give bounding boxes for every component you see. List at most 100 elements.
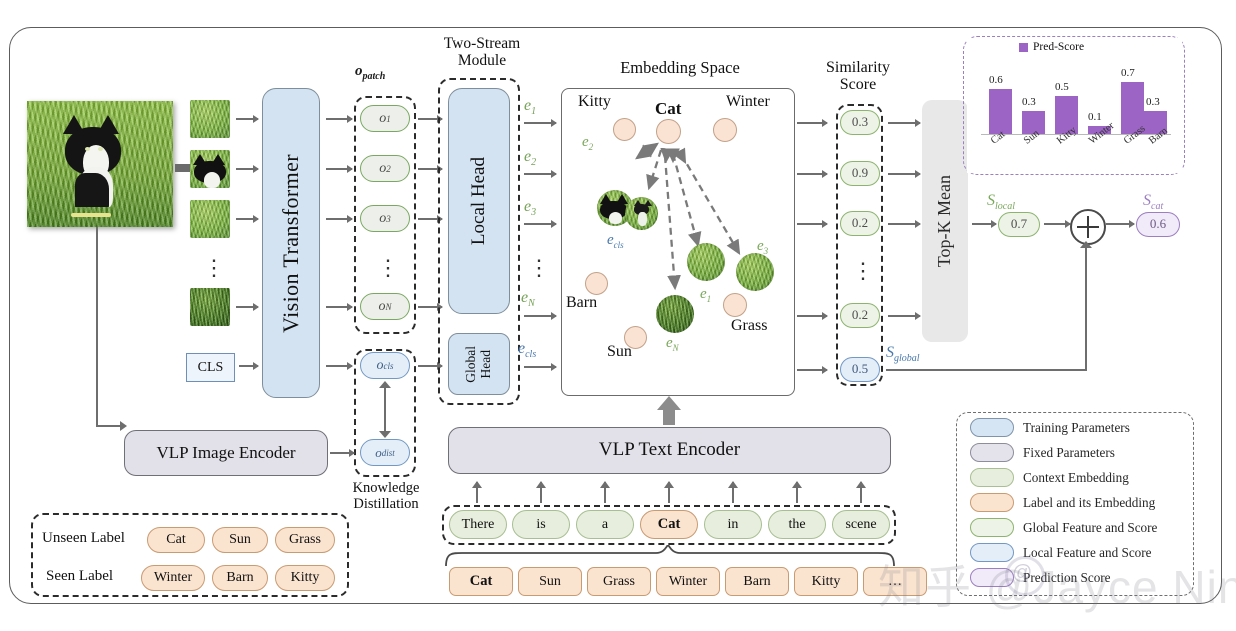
- arrow-ocls-globalhead: [418, 365, 442, 367]
- legend-row-training: Training Parameters: [970, 418, 1130, 437]
- legend-swatch-training: [970, 418, 1014, 437]
- seen-label-title: Seen Label: [46, 568, 114, 584]
- arrow-vit-on: [326, 306, 352, 308]
- eN-feature-base: e: [666, 335, 673, 351]
- legend-label-training: Training Parameters: [1023, 419, 1130, 435]
- s-global-label: Sglobal: [886, 344, 920, 364]
- s-local-value[interactable]: 0.7: [998, 212, 1040, 237]
- unseen-label-cat[interactable]: Cat: [147, 527, 205, 553]
- chart-value-winter: 0.1: [1088, 111, 1102, 123]
- arrow-o1-head: [418, 118, 442, 120]
- image-to-vlp-line-v: [96, 227, 98, 427]
- vocab-grass[interactable]: Grass: [587, 567, 651, 596]
- seen-label-kitty[interactable]: Kitty: [275, 565, 335, 591]
- vocab-barn[interactable]: Barn: [725, 567, 789, 596]
- global-head-label-1: Global: [463, 345, 479, 383]
- embed-node-cat: [656, 119, 681, 144]
- kd-title-line1: Knowledge: [352, 480, 420, 497]
- unseen-label-sun-text: Sun: [229, 532, 251, 548]
- vision-transformer-block[interactable]: Vision Transformer: [262, 88, 320, 398]
- prompt-token-in[interactable]: in: [704, 510, 762, 539]
- plus-icon: [1077, 216, 1099, 238]
- sim-score-2[interactable]: 0.9: [840, 161, 880, 186]
- o-cls-token[interactable]: o cls: [360, 352, 410, 379]
- s-local-sub: local: [995, 201, 1015, 213]
- o-token-n-sub: N: [385, 301, 392, 312]
- sim-score-n[interactable]: 0.2: [840, 303, 880, 328]
- e1-feature-sub: 1: [706, 294, 712, 305]
- unseen-label-cat-text: Cat: [166, 532, 186, 548]
- vlp-image-encoder[interactable]: VLP Image Encoder: [124, 430, 328, 476]
- local-head-block[interactable]: Local Head: [448, 88, 510, 314]
- sim-score-global[interactable]: 0.5: [840, 357, 880, 382]
- text-encoder-to-embedding-arrow: [656, 396, 682, 431]
- prompt-token-there-text: There: [461, 516, 495, 532]
- prompt-token-cat[interactable]: Cat: [640, 510, 698, 539]
- embed-feature-e1: [687, 243, 725, 281]
- legend-row-fixed: Fixed Parameters: [970, 443, 1115, 462]
- similarity-title-line2: Score: [839, 76, 877, 93]
- vocab-sun[interactable]: Sun: [518, 567, 582, 596]
- vocab-cat[interactable]: Cat: [449, 567, 513, 596]
- seen-label-barn[interactable]: Barn: [212, 565, 268, 591]
- unseen-label-title: Unseen Label: [42, 530, 125, 546]
- unseen-label-sun[interactable]: Sun: [212, 527, 268, 553]
- e1-sub: 1: [531, 106, 537, 118]
- arrow-token-4-up: [668, 482, 670, 503]
- vocab-winter[interactable]: Winter: [656, 567, 720, 596]
- prompt-token-there[interactable]: There: [449, 510, 507, 539]
- pred-score-chart-box: [963, 36, 1185, 175]
- arrow-slocal-plus: [1044, 223, 1070, 225]
- two-stream-title: Two-Stream Module: [432, 33, 532, 73]
- prompt-token-the[interactable]: the: [768, 510, 826, 539]
- embed-feature-ecls: [625, 197, 658, 230]
- pred-score-chart: Pred-Score 0.6 0.3 0.5 0.1 0.7 0.3 Cat S…: [967, 38, 1182, 173]
- vlp-text-encoder[interactable]: VLP Text Encoder: [448, 427, 891, 474]
- image-to-vlp-line-h: [96, 425, 122, 427]
- arrow-ecls: [524, 366, 556, 368]
- knowledge-distillation-group: [354, 349, 416, 477]
- embed-node-sun: [624, 326, 647, 349]
- vocab-more-text: …: [888, 573, 902, 589]
- ecls-sub: cls: [525, 349, 537, 361]
- seen-label-winter[interactable]: Winter: [141, 565, 205, 591]
- sim-score-3[interactable]: 0.2: [840, 211, 880, 236]
- legend-swatch-prediction: [970, 568, 1014, 587]
- arrow-patch3-vit: [236, 218, 258, 220]
- vision-transformer-label: Vision Transformer: [278, 153, 304, 333]
- chart-bar-winter: [1088, 126, 1111, 134]
- prompt-token-scene[interactable]: scene: [832, 510, 890, 539]
- legend-box: [956, 412, 1194, 596]
- vocab-winter-text: Winter: [668, 573, 708, 589]
- chart-value-barn: 0.3: [1146, 96, 1160, 108]
- s-cat-value[interactable]: 0.6: [1136, 212, 1180, 237]
- s-cat-base: S: [1143, 192, 1151, 209]
- o-dist-token[interactable]: o dist: [360, 439, 410, 466]
- prompt-token-is[interactable]: is: [512, 510, 570, 539]
- vocab-sun-text: Sun: [539, 573, 561, 589]
- sim-score-1[interactable]: 0.3: [840, 110, 880, 135]
- vocab-more[interactable]: …: [863, 567, 927, 596]
- cls-token[interactable]: CLS: [186, 353, 235, 382]
- vocab-kitty[interactable]: Kitty: [794, 567, 858, 596]
- o-patch-group: [354, 96, 416, 334]
- o-token-2-base: o: [379, 160, 387, 176]
- embed-feature-ecls-label: ecls: [607, 231, 624, 250]
- knowledge-distillation-title: Knowledge Distillation: [330, 478, 442, 516]
- embed-feature-e3: [736, 253, 774, 291]
- arrow-token-5-up: [732, 482, 734, 503]
- prompt-token-cat-text: Cat: [657, 515, 681, 532]
- arrow-emb-sim-3: [797, 223, 827, 225]
- topk-mean-block[interactable]: Top-K Mean: [922, 100, 968, 342]
- arrow-sim-topk-1: [888, 122, 920, 124]
- vlp-text-encoder-label: VLP Text Encoder: [598, 439, 741, 461]
- sim-score-n-text: 0.2: [851, 307, 869, 323]
- global-head-block[interactable]: Global Head: [448, 333, 510, 395]
- unseen-label-grass[interactable]: Grass: [275, 527, 335, 553]
- e1-base: e: [524, 97, 532, 114]
- prompt-token-a[interactable]: a: [576, 510, 634, 539]
